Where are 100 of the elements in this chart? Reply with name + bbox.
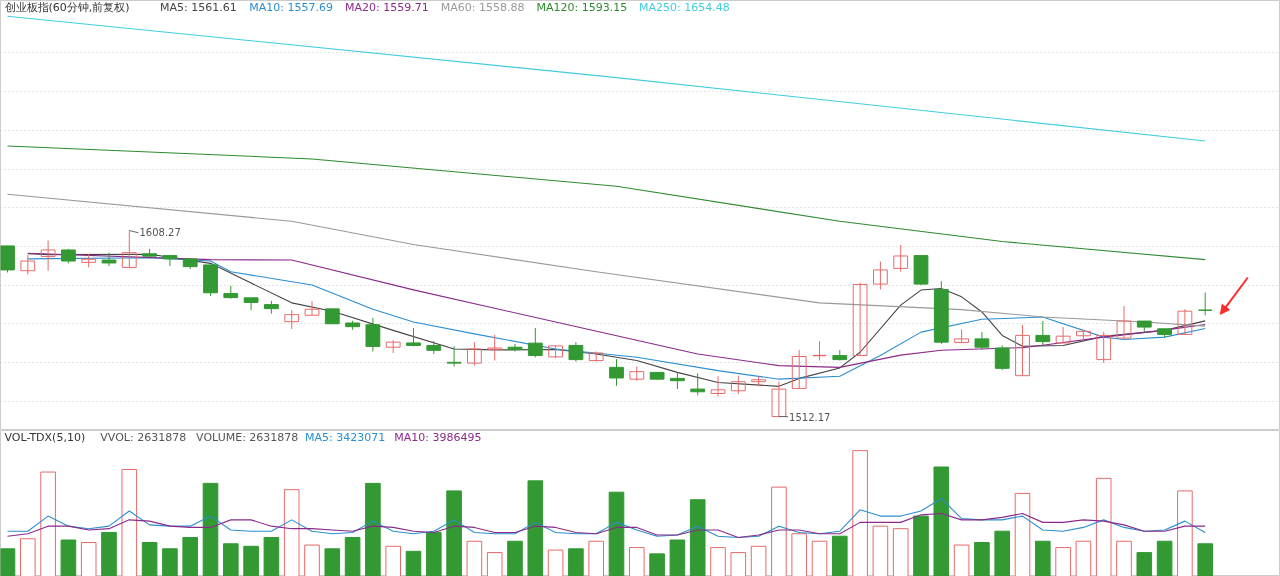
bar bbox=[222, 543, 239, 576]
candlestick bbox=[690, 372, 706, 396]
bar bbox=[1136, 552, 1153, 576]
bar bbox=[852, 450, 868, 576]
bar bbox=[1014, 492, 1031, 576]
text: MA5: 3423071 bbox=[305, 430, 386, 444]
bar bbox=[446, 490, 462, 576]
bar bbox=[1034, 540, 1051, 576]
candlestick bbox=[284, 309, 300, 330]
bar bbox=[324, 548, 341, 576]
candlestick bbox=[527, 327, 543, 358]
text: VOLUME: 2631878 bbox=[196, 430, 299, 444]
candlestick bbox=[852, 282, 868, 357]
bar bbox=[1156, 540, 1173, 576]
candlestick bbox=[121, 229, 137, 268]
bar bbox=[771, 486, 787, 576]
annotation: 1608.27 bbox=[139, 227, 181, 239]
text: VVOL: 2631878 bbox=[100, 430, 187, 444]
bar bbox=[385, 545, 402, 576]
bar bbox=[933, 466, 950, 576]
candlestick bbox=[20, 254, 36, 275]
bar bbox=[466, 540, 483, 576]
bar bbox=[162, 548, 178, 576]
bar bbox=[141, 542, 158, 576]
candlestick bbox=[893, 244, 909, 273]
bar bbox=[1177, 490, 1193, 576]
bar bbox=[0, 548, 16, 576]
candlestick bbox=[791, 349, 807, 389]
candlestick bbox=[487, 334, 503, 362]
bar bbox=[80, 542, 97, 576]
candlestick bbox=[710, 375, 726, 397]
bar bbox=[121, 469, 138, 576]
bar bbox=[1116, 540, 1132, 576]
text: MA5: 1561.61 bbox=[160, 0, 237, 14]
candlestick bbox=[467, 341, 482, 367]
bar bbox=[344, 536, 361, 576]
bar bbox=[405, 550, 422, 576]
bar bbox=[263, 536, 280, 576]
text: MA20: 1559.71 bbox=[345, 0, 429, 14]
candlestick bbox=[101, 252, 117, 267]
bar bbox=[547, 549, 564, 576]
candlestick bbox=[304, 300, 320, 316]
bar bbox=[811, 540, 828, 576]
bar bbox=[365, 482, 381, 576]
candlestick bbox=[446, 345, 462, 368]
candlestick bbox=[1096, 331, 1112, 364]
bar bbox=[831, 535, 848, 576]
candlestick bbox=[1015, 324, 1030, 377]
text: MA10: 3986495 bbox=[394, 430, 482, 444]
candlestick bbox=[629, 365, 645, 382]
text: MA250: 1654.48 bbox=[639, 0, 730, 14]
bar bbox=[304, 544, 320, 576]
bar bbox=[1075, 540, 1092, 576]
bar bbox=[486, 552, 503, 576]
bar bbox=[527, 480, 544, 576]
bar bbox=[283, 489, 300, 576]
bar bbox=[750, 545, 767, 576]
bar bbox=[182, 536, 199, 576]
bar bbox=[649, 553, 665, 576]
candlestick bbox=[1197, 292, 1213, 316]
candlestick bbox=[1035, 320, 1051, 346]
candlestick bbox=[568, 341, 584, 363]
candlestick bbox=[162, 255, 178, 267]
text: MA60: 1558.88 bbox=[440, 0, 525, 14]
bar bbox=[669, 539, 686, 576]
bar bbox=[689, 499, 706, 576]
bar bbox=[892, 528, 909, 576]
candlestick bbox=[609, 358, 624, 387]
candlestick bbox=[243, 297, 259, 311]
bar bbox=[243, 545, 259, 576]
bar bbox=[1095, 477, 1112, 576]
bar bbox=[710, 547, 726, 576]
candlestick bbox=[1055, 326, 1071, 344]
candlestick bbox=[730, 375, 746, 395]
bar bbox=[628, 547, 645, 576]
bar bbox=[568, 548, 584, 576]
candlestick bbox=[1177, 308, 1193, 335]
bar bbox=[101, 531, 117, 576]
candlestick bbox=[994, 344, 1010, 371]
annotation: 1512.17 bbox=[789, 411, 831, 423]
bar bbox=[19, 538, 36, 576]
bar bbox=[1055, 547, 1071, 576]
bar bbox=[588, 540, 605, 576]
text: MA120: 1593.15 bbox=[536, 0, 628, 14]
bar bbox=[953, 544, 970, 576]
candlestick bbox=[873, 261, 888, 290]
bar bbox=[608, 491, 625, 576]
bar bbox=[872, 525, 889, 576]
text: MA10: 1557.69 bbox=[249, 0, 333, 14]
bar bbox=[913, 515, 929, 576]
bar bbox=[425, 531, 442, 576]
bar bbox=[730, 552, 747, 576]
candlestick bbox=[771, 381, 787, 418]
bar bbox=[1197, 543, 1214, 576]
bar bbox=[791, 533, 808, 576]
candlestick bbox=[1116, 305, 1132, 339]
bar bbox=[507, 540, 523, 576]
bar bbox=[202, 482, 219, 576]
candlestick bbox=[365, 317, 381, 352]
bar bbox=[974, 542, 990, 576]
